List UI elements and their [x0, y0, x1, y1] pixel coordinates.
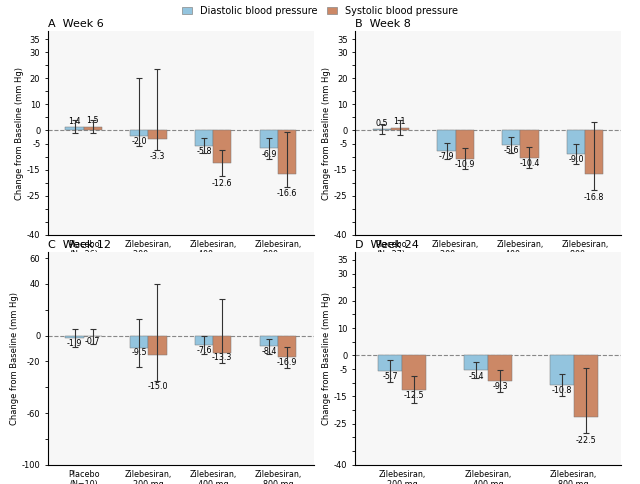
Text: A  Week 6: A Week 6: [48, 19, 104, 30]
Text: C  Week 12: C Week 12: [48, 240, 111, 250]
Bar: [372, 129, 391, 131]
Bar: [148, 131, 166, 139]
Bar: [260, 131, 278, 149]
Text: -5.8: -5.8: [196, 147, 212, 156]
Text: -9.3: -9.3: [492, 382, 508, 391]
Bar: [464, 355, 488, 370]
Bar: [213, 335, 231, 353]
Text: -9.0: -9.0: [568, 155, 584, 164]
Bar: [585, 131, 604, 174]
Text: -12.6: -12.6: [212, 179, 232, 188]
Text: -7.9: -7.9: [439, 152, 454, 161]
Text: 1.5: 1.5: [86, 116, 99, 125]
Y-axis label: Change from Baseline (mm Hg): Change from Baseline (mm Hg): [10, 292, 19, 424]
Text: -9.5: -9.5: [132, 348, 147, 358]
Text: -22.5: -22.5: [575, 436, 596, 445]
Text: -8.4: -8.4: [261, 347, 276, 356]
Text: -16.9: -16.9: [276, 358, 298, 367]
Text: -2.0: -2.0: [132, 137, 147, 146]
Bar: [488, 355, 512, 381]
Bar: [65, 335, 84, 338]
Bar: [195, 335, 213, 346]
Text: -1.9: -1.9: [67, 339, 83, 348]
Bar: [65, 127, 84, 131]
Text: B  Week 8: B Week 8: [355, 19, 411, 30]
Text: -5.6: -5.6: [504, 146, 519, 155]
Bar: [260, 335, 278, 347]
Text: -10.4: -10.4: [519, 159, 540, 168]
Bar: [131, 131, 148, 136]
Y-axis label: Change from Baseline (mm Hg): Change from Baseline (mm Hg): [323, 292, 332, 424]
Text: -13.3: -13.3: [212, 353, 232, 363]
Legend: Diastolic blood pressure, Systolic blood pressure: Diastolic blood pressure, Systolic blood…: [182, 6, 458, 16]
Bar: [131, 335, 148, 348]
Bar: [520, 131, 538, 158]
Text: -6.9: -6.9: [261, 150, 276, 159]
Bar: [378, 355, 403, 371]
Text: -16.8: -16.8: [584, 193, 604, 201]
Bar: [567, 131, 585, 154]
Text: 0.5: 0.5: [376, 119, 388, 128]
Bar: [502, 131, 520, 145]
Bar: [438, 131, 456, 151]
Bar: [213, 131, 231, 163]
Y-axis label: Change from Baseline (mm Hg): Change from Baseline (mm Hg): [15, 67, 24, 199]
Bar: [456, 131, 474, 159]
Text: -3.3: -3.3: [150, 152, 165, 161]
Text: 1.1: 1.1: [394, 117, 406, 126]
Text: -16.6: -16.6: [277, 189, 297, 198]
Y-axis label: Change from Baseline (mm Hg): Change from Baseline (mm Hg): [323, 67, 332, 199]
Bar: [550, 355, 573, 385]
Bar: [195, 131, 213, 146]
Text: D  Week 24: D Week 24: [355, 240, 419, 250]
Text: -10.9: -10.9: [454, 160, 475, 169]
Bar: [148, 335, 166, 355]
Text: -0.7: -0.7: [85, 337, 100, 346]
Bar: [278, 335, 296, 357]
Text: -15.0: -15.0: [147, 382, 168, 391]
Text: -10.8: -10.8: [552, 386, 572, 395]
Text: -5.7: -5.7: [383, 372, 398, 381]
Bar: [278, 131, 296, 174]
Bar: [403, 355, 426, 390]
Text: 1.4: 1.4: [68, 117, 81, 125]
Bar: [391, 128, 409, 131]
Text: -12.5: -12.5: [404, 391, 424, 400]
Bar: [84, 335, 102, 336]
Text: -7.6: -7.6: [196, 346, 212, 355]
Bar: [84, 127, 102, 131]
Bar: [573, 355, 598, 417]
Text: -5.4: -5.4: [468, 372, 484, 380]
